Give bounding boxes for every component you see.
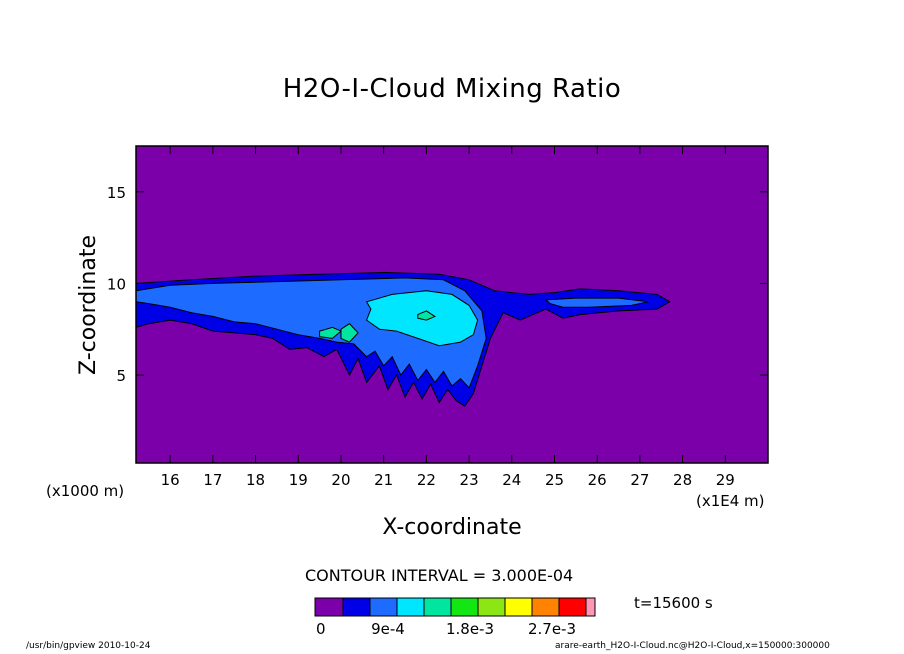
x-tick-label: 28: [673, 471, 692, 489]
time-stamp: t=15600 s: [634, 594, 713, 612]
colorbar-swatch: [477, 597, 506, 617]
colorbar-label: 1.8e-3: [446, 620, 494, 638]
x-tick-label: 25: [545, 471, 564, 489]
colorbar-label: 0: [316, 620, 326, 638]
contour-interval: CONTOUR INTERVAL = 3.000E-04: [305, 566, 574, 585]
chart-title: H2O-I-Cloud Mixing Ratio: [282, 74, 622, 104]
y-axis-label: Z-coordinate: [76, 235, 101, 375]
colorbar-swatch: [531, 597, 560, 617]
colorbar: 0 9e-4 1.8e-3 2.7e-3: [314, 597, 596, 638]
colorbar-swatch: [396, 597, 425, 617]
x-unit-right: (x1E4 m): [696, 492, 765, 510]
colorbar-label: 9e-4: [371, 620, 405, 638]
x-tick-label: 23: [460, 471, 479, 489]
x-unit-left: (x1000 m): [46, 482, 125, 500]
footer-right: arare-earth_H2O-I-Cloud.nc@H2O-I-Cloud,x…: [555, 641, 830, 651]
x-axis-label: X-coordinate: [382, 515, 522, 540]
x-tick-label: 27: [630, 471, 649, 489]
colorbar-swatch: [450, 597, 479, 617]
contour-region-level-4: [340, 323, 359, 343]
x-tick-label: 19: [289, 471, 308, 489]
colorbar-swatch: [314, 597, 344, 617]
x-tick-label: 29: [716, 471, 735, 489]
contour-region-level-4: [417, 310, 436, 321]
plot-frame: [135, 145, 769, 464]
contour-region-level-4: [319, 326, 342, 339]
y-tick-label: 5: [116, 367, 126, 385]
x-tick-label: 26: [588, 471, 607, 489]
colorbar-swatch: [504, 597, 533, 617]
colorbar-swatch: [369, 597, 398, 617]
x-tick-label: 16: [161, 471, 180, 489]
y-axis: 5 10 15: [107, 184, 768, 385]
colorbar-swatch: [423, 597, 452, 617]
x-tick-label: 17: [203, 471, 222, 489]
x-tick-label: 21: [374, 471, 393, 489]
x-tick-label: 22: [417, 471, 436, 489]
colorbar-swatch: [342, 597, 371, 617]
x-tick-label: 18: [246, 471, 265, 489]
contour-regions: [136, 271, 671, 407]
colorbar-swatch: [558, 597, 587, 617]
footer-left: /usr/bin/gpview 2010-10-24: [26, 641, 151, 651]
y-tick-label: 15: [107, 184, 126, 202]
colorbar-swatch: [585, 597, 596, 617]
x-tick-label: 20: [331, 471, 350, 489]
colorbar-label: 2.7e-3: [528, 620, 576, 638]
x-axis: 16 17 18 19 20 21 22 23 24 25 26 27 28 29: [161, 146, 735, 489]
x-tick-label: 24: [502, 471, 521, 489]
y-tick-label: 10: [107, 275, 126, 293]
contour-region-level-2: [544, 297, 649, 308]
